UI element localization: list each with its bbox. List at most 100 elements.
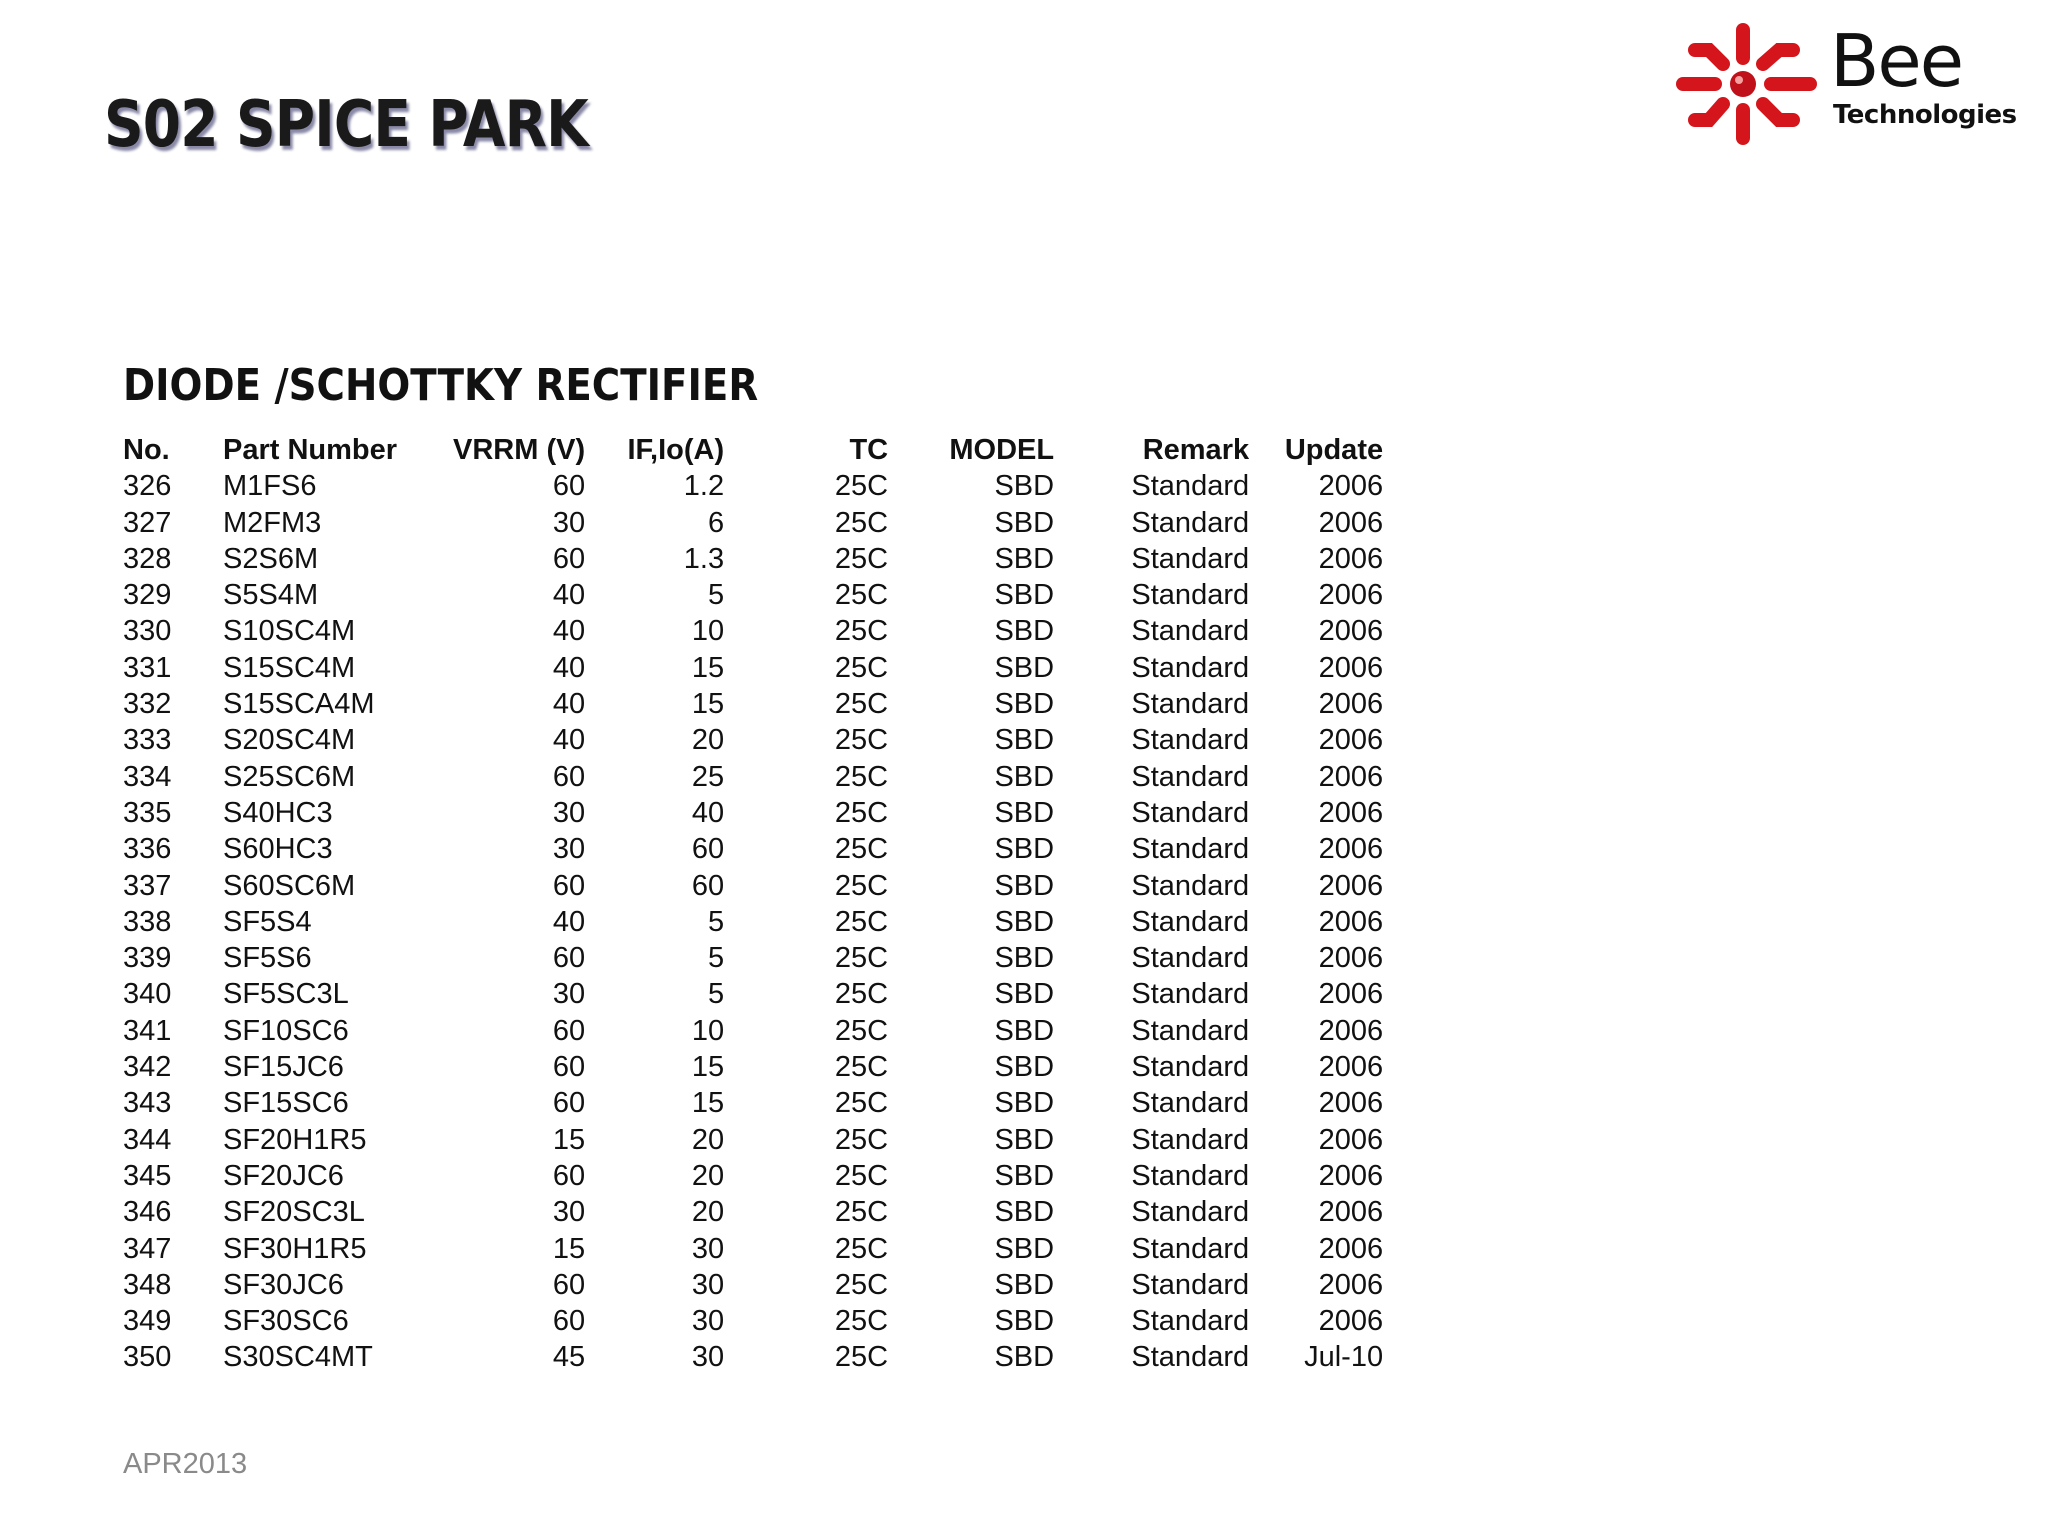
cell-tc: 25C — [834, 1014, 889, 1047]
cell-vrrm: 60 — [552, 542, 586, 575]
cell-update: 2006 — [1318, 942, 1384, 975]
table-row: 334 S25SC6M 60 25 25C SBD Standard 2006 — [123, 759, 1383, 795]
cell-part-number: SF20H1R5 — [223, 1123, 367, 1156]
cell-vrrm: 40 — [552, 724, 586, 757]
header-update: Update — [1284, 434, 1384, 466]
cell-remark: Standard — [1131, 1341, 1250, 1374]
cell-part-number: S15SC4M — [223, 651, 356, 684]
cell-model: SBD — [994, 1051, 1055, 1084]
cell-update: 2006 — [1318, 542, 1384, 575]
cell-if-io: 60 — [691, 833, 725, 866]
header-no: No. — [123, 434, 170, 466]
cell-update: 2006 — [1318, 1305, 1384, 1338]
cell-model: SBD — [994, 579, 1055, 612]
cell-part-number: SF20JC6 — [223, 1159, 344, 1192]
cell-tc: 25C — [834, 1123, 889, 1156]
table-row: 331 S15SC4M 40 15 25C SBD Standard 2006 — [123, 650, 1383, 686]
cell-remark: Standard — [1131, 688, 1250, 721]
section-title: DIODE /SCHOTTKY RECTIFIER — [123, 360, 759, 411]
cell-vrrm: 60 — [552, 1268, 586, 1301]
cell-tc: 25C — [834, 688, 889, 721]
cell-tc: 25C — [834, 1159, 889, 1192]
cell-if-io: 20 — [691, 1123, 725, 1156]
cell-if-io: 15 — [691, 651, 725, 684]
cell-if-io: 25 — [691, 760, 725, 793]
cell-model: SBD — [994, 470, 1055, 503]
table-row: 337 S60SC6M 60 60 25C SBD Standard 2006 — [123, 868, 1383, 904]
parts-table: No. Part Number VRRM (V) IF,Io(A) TC MODEL Rem… — [123, 432, 1383, 1376]
cell-model: SBD — [994, 1268, 1055, 1301]
cell-vrrm: 30 — [552, 833, 586, 866]
cell-no: 329 — [123, 579, 172, 612]
header-tc: TC — [849, 434, 889, 466]
table-row: 347 SF30H1R5 15 30 25C SBD Standard 2006 — [123, 1231, 1383, 1267]
cell-vrrm: 30 — [552, 978, 586, 1011]
cell-no: 332 — [123, 688, 172, 721]
cell-if-io: 5 — [707, 579, 725, 612]
cell-model: SBD — [994, 651, 1055, 684]
cell-if-io: 30 — [691, 1341, 725, 1374]
cell-tc: 25C — [834, 1232, 889, 1265]
cell-part-number: S10SC4M — [223, 615, 356, 648]
cell-model: SBD — [994, 1159, 1055, 1192]
cell-part-number: SF5S6 — [223, 942, 312, 975]
cell-model: SBD — [994, 542, 1055, 575]
cell-model: SBD — [994, 978, 1055, 1011]
cell-no: 330 — [123, 615, 172, 648]
cell-no: 327 — [123, 506, 172, 539]
cell-update: 2006 — [1318, 1196, 1384, 1229]
table-row: 330 S10SC4M 40 10 25C SBD Standard 2006 — [123, 613, 1383, 649]
cell-update: 2006 — [1318, 1232, 1384, 1265]
logo-wordmark: Bee — [1830, 19, 1964, 103]
cell-no: 335 — [123, 796, 172, 829]
cell-model: SBD — [994, 833, 1055, 866]
table-row: 350 S30SC4MT 45 30 25C SBD Standard Jul-10 — [123, 1339, 1383, 1375]
cell-tc: 25C — [834, 760, 889, 793]
cell-no: 344 — [123, 1123, 172, 1156]
cell-remark: Standard — [1131, 1014, 1250, 1047]
bee-technologies-logo: Bee Technologies — [1675, 20, 2035, 150]
cell-no: 345 — [123, 1159, 172, 1192]
cell-if-io: 5 — [707, 942, 725, 975]
cell-vrrm: 30 — [552, 506, 586, 539]
cell-update: 2006 — [1318, 470, 1384, 503]
cell-remark: Standard — [1131, 869, 1250, 902]
logo-subtitle: Technologies — [1833, 100, 2017, 130]
header-part-number: Part Number — [223, 434, 398, 466]
cell-model: SBD — [994, 506, 1055, 539]
cell-update: 2006 — [1318, 688, 1384, 721]
cell-remark: Standard — [1131, 1123, 1250, 1156]
table-row: 349 SF30SC6 60 30 25C SBD Standard 2006 — [123, 1303, 1383, 1339]
cell-model: SBD — [994, 796, 1055, 829]
cell-update: 2006 — [1318, 651, 1384, 684]
cell-vrrm: 30 — [552, 796, 586, 829]
cell-no: 334 — [123, 760, 172, 793]
cell-vrrm: 60 — [552, 1159, 586, 1192]
cell-remark: Standard — [1131, 1196, 1250, 1229]
cell-remark: Standard — [1131, 760, 1250, 793]
cell-update: 2006 — [1318, 1014, 1384, 1047]
cell-update: 2006 — [1318, 796, 1384, 829]
cell-model: SBD — [994, 688, 1055, 721]
cell-update: 2006 — [1318, 905, 1384, 938]
cell-tc: 25C — [834, 724, 889, 757]
cell-vrrm: 60 — [552, 1305, 586, 1338]
cell-tc: 25C — [834, 1087, 889, 1120]
cell-remark: Standard — [1131, 978, 1250, 1011]
cell-if-io: 30 — [691, 1268, 725, 1301]
footer-date: APR2013 — [123, 1448, 248, 1480]
cell-update: 2006 — [1318, 760, 1384, 793]
cell-if-io: 60 — [691, 869, 725, 902]
cell-tc: 25C — [834, 506, 889, 539]
cell-vrrm: 60 — [552, 869, 586, 902]
cell-no: 340 — [123, 978, 172, 1011]
table-row: 339 SF5S6 60 5 25C SBD Standard 2006 — [123, 940, 1383, 976]
cell-tc: 25C — [834, 1196, 889, 1229]
cell-vrrm: 40 — [552, 579, 586, 612]
table-row: 336 S60HC3 30 60 25C SBD Standard 2006 — [123, 831, 1383, 867]
cell-tc: 25C — [834, 542, 889, 575]
cell-vrrm: 30 — [552, 1196, 586, 1229]
cell-model: SBD — [994, 1087, 1055, 1120]
cell-no: 339 — [123, 942, 172, 975]
cell-if-io: 20 — [691, 724, 725, 757]
